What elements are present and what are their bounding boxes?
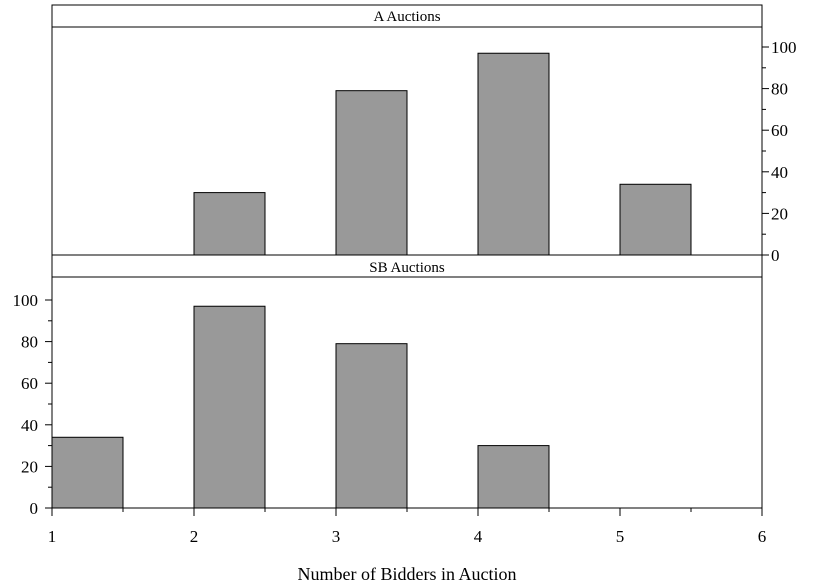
panel-sb-title: SB Auctions bbox=[369, 260, 445, 276]
y-tick-label-sb-0: 0 bbox=[30, 499, 39, 518]
panel-a-title: A Auctions bbox=[373, 9, 440, 25]
bar-sb-3 bbox=[336, 344, 407, 508]
panel-a-bars bbox=[52, 53, 762, 255]
panel-sb: SB Auctions 0 20 40 60 80 100 bbox=[13, 255, 763, 518]
x-tick-label-2: 2 bbox=[190, 527, 199, 546]
bar-sb-1 bbox=[52, 437, 123, 508]
y-tick-label-sb-80: 80 bbox=[21, 333, 38, 352]
y-tick-label-a-40: 40 bbox=[771, 163, 788, 182]
y-tick-label-sb-100: 100 bbox=[13, 291, 39, 310]
y-tick-label-sb-60: 60 bbox=[21, 374, 38, 393]
x-axis-title: Number of Bidders in Auction bbox=[298, 564, 517, 584]
bar-sb-2 bbox=[194, 306, 265, 508]
panel-sb-bars bbox=[52, 306, 762, 508]
bar-a-4 bbox=[478, 53, 549, 255]
panel-a: A Auctions 0 20 40 60 80 100 bbox=[52, 5, 797, 265]
x-tick-label-6: 6 bbox=[758, 527, 767, 546]
y-tick-label-a-20: 20 bbox=[771, 204, 788, 223]
bar-a-2 bbox=[194, 193, 265, 255]
x-tick-label-5: 5 bbox=[616, 527, 625, 546]
y-tick-label-sb-20: 20 bbox=[21, 457, 38, 476]
bar-a-5 bbox=[620, 184, 691, 255]
bar-sb-4 bbox=[478, 446, 549, 508]
x-tick-label-1: 1 bbox=[48, 527, 57, 546]
y-tick-label-a-100: 100 bbox=[771, 38, 797, 57]
panel-sb-y-axis: 0 20 40 60 80 100 bbox=[13, 291, 53, 518]
y-tick-label-a-0: 0 bbox=[771, 246, 780, 265]
x-tick-label-3: 3 bbox=[332, 527, 341, 546]
y-tick-label-a-60: 60 bbox=[771, 121, 788, 140]
y-tick-label-a-80: 80 bbox=[771, 80, 788, 99]
y-tick-label-sb-40: 40 bbox=[21, 416, 38, 435]
panel-a-y-axis: 0 20 40 60 80 100 bbox=[762, 38, 797, 265]
bar-a-3 bbox=[336, 91, 407, 255]
x-axis: 1 2 3 4 5 6 bbox=[48, 508, 767, 546]
x-tick-label-4: 4 bbox=[474, 527, 483, 546]
